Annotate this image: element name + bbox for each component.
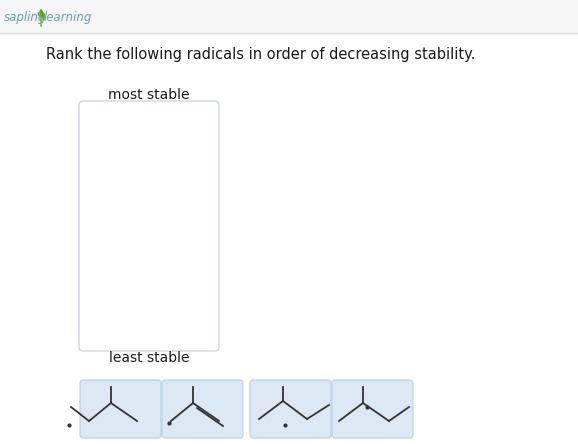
Text: Rank the following radicals in order of decreasing stability.: Rank the following radicals in order of … <box>46 48 475 63</box>
FancyBboxPatch shape <box>332 380 413 438</box>
FancyBboxPatch shape <box>250 380 331 438</box>
Text: learning: learning <box>44 12 92 24</box>
Bar <box>0 0 578 35</box>
FancyBboxPatch shape <box>162 380 243 438</box>
FancyBboxPatch shape <box>79 101 219 351</box>
Polygon shape <box>41 10 44 20</box>
Text: most stable: most stable <box>108 88 190 102</box>
Polygon shape <box>38 10 41 18</box>
Text: least stable: least stable <box>109 351 189 365</box>
FancyBboxPatch shape <box>80 380 161 438</box>
Text: sapling: sapling <box>4 12 46 24</box>
